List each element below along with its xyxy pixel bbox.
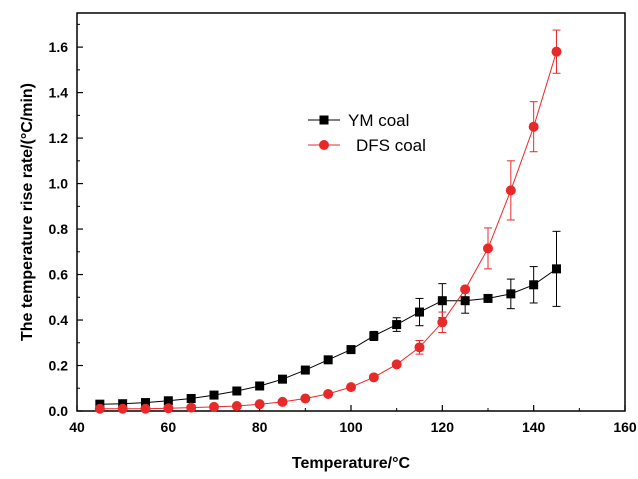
y-tick-label: 1.4 xyxy=(49,85,69,101)
data-point xyxy=(186,393,196,403)
x-tick-label: 100 xyxy=(339,419,363,435)
data-point xyxy=(118,399,128,409)
legend-marker-dfs xyxy=(319,140,329,150)
data-point xyxy=(323,355,333,365)
y-tick-label: 0.2 xyxy=(49,358,69,374)
data-point xyxy=(505,185,516,196)
y-tick-label: 0.6 xyxy=(49,267,69,283)
series-line xyxy=(99,268,557,405)
y-tick-label: 0.0 xyxy=(49,403,69,419)
data-point xyxy=(163,396,173,406)
data-point xyxy=(415,307,424,317)
series-ym-coal xyxy=(95,230,561,409)
data-point xyxy=(551,46,562,57)
data-point xyxy=(460,284,471,295)
y-tick-label: 1.6 xyxy=(49,39,69,55)
data-point xyxy=(483,243,493,254)
y-tick-label: 1.2 xyxy=(49,130,69,146)
data-point xyxy=(163,403,174,414)
x-axis-title: Temperature/°C xyxy=(292,455,411,472)
data-point xyxy=(437,296,447,306)
series-dfs-coal xyxy=(94,29,562,414)
data-point xyxy=(506,289,516,299)
data-point xyxy=(278,374,287,384)
data-point xyxy=(528,121,539,132)
x-tick-label: 120 xyxy=(431,419,455,435)
x-tick-label: 140 xyxy=(522,419,546,435)
x-tick-label: 160 xyxy=(613,419,637,435)
data-point xyxy=(460,296,470,306)
data-point xyxy=(437,317,448,328)
y-tick-label: 0.4 xyxy=(49,312,69,328)
data-point xyxy=(300,365,310,375)
data-point xyxy=(552,264,561,274)
data-point xyxy=(117,403,128,414)
data-point xyxy=(392,320,402,330)
data-point xyxy=(209,401,219,412)
data-point xyxy=(209,390,219,400)
data-point xyxy=(231,400,242,411)
data-point xyxy=(232,386,242,396)
data-point xyxy=(140,403,151,414)
data-point xyxy=(186,402,197,413)
data-point xyxy=(323,388,334,399)
data-point xyxy=(254,399,265,410)
data-point xyxy=(369,331,379,341)
data-point xyxy=(141,398,150,408)
data-point xyxy=(483,293,493,303)
legend-label-dfs: DFS coal xyxy=(356,136,426,155)
data-point xyxy=(391,359,402,370)
data-point xyxy=(414,342,425,353)
data-point xyxy=(346,345,356,355)
y-tick-label: 1.0 xyxy=(49,176,69,192)
x-tick-label: 80 xyxy=(252,419,268,435)
data-point xyxy=(368,372,379,383)
data-point xyxy=(277,396,288,407)
data-point xyxy=(255,381,265,391)
y-tick-label: 0.8 xyxy=(49,221,69,237)
y-axis-title: The temperature rise rate/(°C/min) xyxy=(19,83,36,341)
x-tick-label: 40 xyxy=(69,419,85,435)
legend-label-ym: YM coal xyxy=(348,111,409,130)
x-tick-label: 60 xyxy=(161,419,177,435)
data-point xyxy=(300,393,311,404)
legend-marker-ym xyxy=(319,115,329,125)
data-point xyxy=(94,403,105,414)
legend: YM coal DFS coal xyxy=(308,111,426,155)
data-point xyxy=(346,382,356,393)
data-point xyxy=(529,280,539,290)
